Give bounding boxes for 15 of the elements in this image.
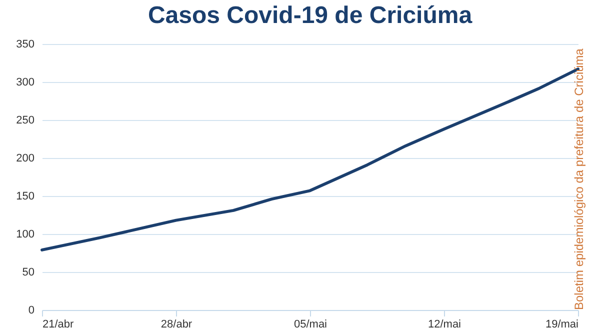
y-tick-label: 350 <box>16 38 34 50</box>
x-tick-label: 05/mai <box>294 318 328 330</box>
y-tick-label: 200 <box>16 152 34 164</box>
y-tick-label: 250 <box>16 114 34 126</box>
y-tick-label: 50 <box>22 266 34 278</box>
x-tick-label: 21/abr <box>42 318 74 330</box>
annotation: Boletim epidemiológico da prefeitura de Criciúma <box>572 48 586 310</box>
y-tick-label: 300 <box>16 76 34 88</box>
y-tick-label: 0 <box>28 304 34 316</box>
x-tick-label: 12/mai <box>428 318 462 330</box>
chart-title: Casos Covid-19 de Criciúma <box>148 2 473 29</box>
y-tick-label: 100 <box>16 228 34 240</box>
y-tick-label: 150 <box>16 190 34 202</box>
x-tick-label: 28/abr <box>160 318 192 330</box>
x-tick-label: 19/mai <box>545 318 578 330</box>
